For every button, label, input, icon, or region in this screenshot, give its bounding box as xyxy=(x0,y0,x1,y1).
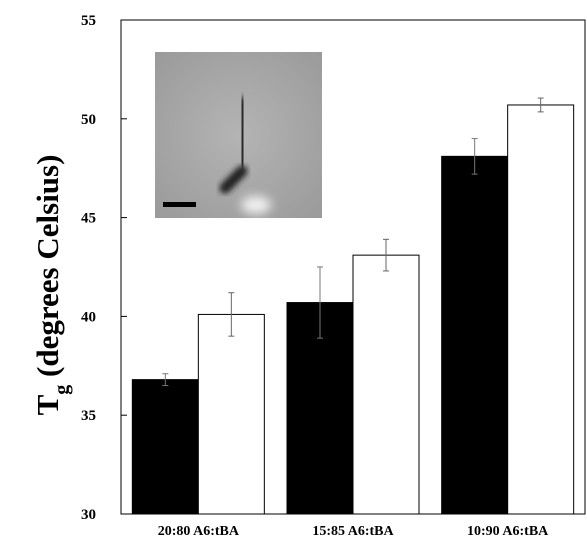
y-axis-title: Tg (degrees Celsius) xyxy=(30,155,73,416)
y-tick-label: 50 xyxy=(81,112,96,128)
inset-scale-bar xyxy=(163,202,196,207)
bar xyxy=(507,104,575,515)
y-tick-label: 35 xyxy=(81,408,96,424)
error-bars xyxy=(162,97,544,387)
bar xyxy=(197,313,265,515)
x-category-label: 15:85 A6:tBA xyxy=(312,524,394,539)
x-category-label: 20:80 A6:tBA xyxy=(158,524,240,539)
y-axis-title-subscript: g xyxy=(51,385,73,395)
y-axis-ticks: 30 35 40 45 50 55 xyxy=(81,13,127,523)
inset-rod-short xyxy=(219,165,248,194)
y-tick-label: 40 xyxy=(81,309,96,325)
y-tick-label: 30 xyxy=(81,507,96,523)
y-axis-title-rest: (degrees Celsius) xyxy=(30,155,65,385)
x-axis-labels: 20:80 A6:tBA 15:85 A6:tBA 10:90 A6:tBA xyxy=(158,524,549,539)
plot-frame xyxy=(120,19,586,515)
x-category-label: 10:90 A6:tBA xyxy=(467,524,549,539)
svg-text:Tg (degrees Celsius): Tg (degrees Celsius) xyxy=(30,155,73,416)
y-axis-title-main: T xyxy=(30,394,65,415)
inset-micrograph xyxy=(155,52,322,218)
inset-glow xyxy=(241,196,271,214)
bar xyxy=(131,379,199,515)
inset-rod-long xyxy=(236,96,249,169)
y-tick-label: 55 xyxy=(81,13,96,29)
y-tick-label: 45 xyxy=(81,211,96,227)
bar xyxy=(352,254,420,515)
bar xyxy=(441,155,509,515)
